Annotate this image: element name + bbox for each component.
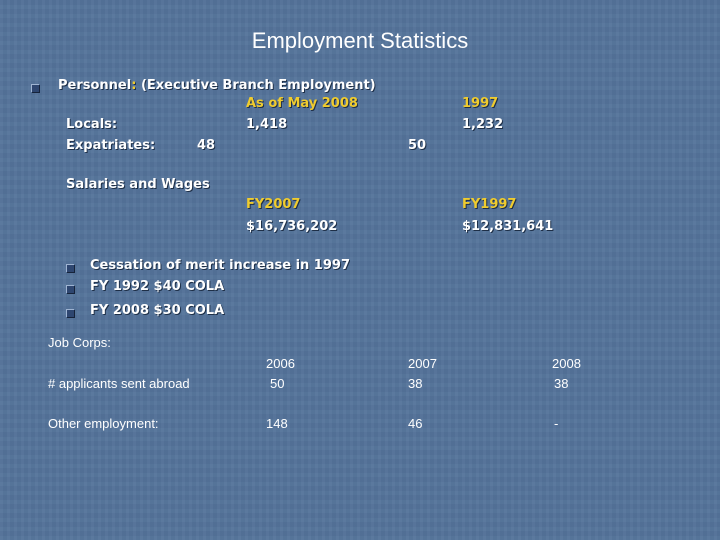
- job-corps-year-2006: 2006: [266, 356, 295, 371]
- applicants-abroad-label: # applicants sent abroad: [48, 376, 190, 391]
- job-corps-year-2008: 2008: [552, 356, 581, 371]
- column-header-fy2007: FY2007: [246, 197, 301, 212]
- bullet-icon: [66, 309, 74, 317]
- personnel-colon: :: [131, 78, 137, 93]
- expatriates-may-2008-value: 48: [197, 138, 216, 153]
- column-header-may-2008: As of May 2008: [246, 96, 358, 111]
- applicants-abroad-2006: 50: [270, 376, 285, 391]
- other-employment-2008: -: [554, 416, 559, 431]
- job-corps-heading: Job Corps:: [48, 335, 111, 350]
- sub-bullet-item: Cessation of merit increase in 1997: [90, 258, 350, 273]
- other-employment-2006: 148: [266, 416, 288, 431]
- bullet-icon: [31, 84, 39, 92]
- slide-title: Employment Statistics: [251, 28, 469, 53]
- locals-may-2008-value: 1,418: [246, 117, 288, 132]
- personnel-heading: Personnel: (Executive Branch Employment): [58, 78, 376, 93]
- applicants-abroad-2007: 38: [408, 376, 423, 391]
- sub-bullet-item: FY 2008 $30 COLA: [90, 303, 225, 318]
- sub-bullet-item: FY 1992 $40 COLA: [90, 279, 225, 294]
- salaries-fy1997-value: $12,831,641: [462, 219, 554, 234]
- bullet-icon: [66, 264, 74, 272]
- personnel-label: Personnel: [58, 78, 132, 93]
- applicants-abroad-2008: 38: [554, 376, 569, 391]
- expatriates-1997-value: 50: [408, 138, 427, 153]
- other-employment-2007: 46: [408, 416, 423, 431]
- column-header-1997: 1997: [462, 96, 499, 111]
- locals-1997-value: 1,232: [462, 117, 504, 132]
- column-header-fy1997: FY1997: [462, 197, 517, 212]
- personnel-qualifier: (Executive Branch Employment): [140, 78, 376, 93]
- job-corps-year-2007: 2007: [408, 356, 437, 371]
- expatriates-label: Expatriates:: [66, 138, 156, 153]
- salaries-fy2007-value: $16,736,202: [246, 219, 338, 234]
- bullet-icon: [66, 285, 74, 293]
- salaries-heading: Salaries and Wages: [66, 177, 210, 192]
- other-employment-label: Other employment:: [48, 416, 159, 431]
- locals-label: Locals:: [66, 117, 118, 132]
